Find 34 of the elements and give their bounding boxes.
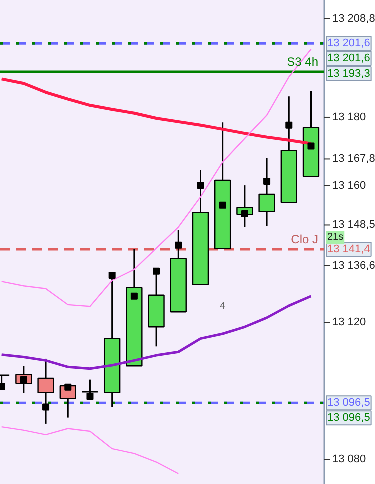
y-tick-label: 13 120 xyxy=(332,316,366,329)
candlestick xyxy=(38,358,54,425)
point xyxy=(308,142,315,150)
annotation: Clo J xyxy=(291,232,319,247)
point xyxy=(286,122,293,129)
ref-line-label: 13 096,5 xyxy=(328,412,370,424)
point xyxy=(264,178,271,185)
ref-line-label: 13 201,6 xyxy=(328,38,370,50)
annotation: S3 4h xyxy=(287,54,318,69)
point xyxy=(219,202,226,209)
y-tick-label: 13 180 xyxy=(332,111,366,124)
point xyxy=(153,268,160,275)
y-tick-label: 13 136,6 xyxy=(332,260,375,272)
point xyxy=(108,272,116,280)
ref-line-label: 13 141,4 xyxy=(328,244,370,256)
ref-line-label: 13 096,5 xyxy=(328,397,370,410)
candlestick xyxy=(258,157,276,228)
point xyxy=(197,182,204,190)
line-series xyxy=(1,426,180,474)
y-tick-label: 13 208,8 xyxy=(332,12,375,25)
point xyxy=(175,242,182,249)
y-tick-label: 13 160 xyxy=(332,180,366,192)
text: 21s xyxy=(328,232,344,243)
point xyxy=(86,393,94,400)
point xyxy=(64,384,72,391)
y-tick-label: 13 148,5 xyxy=(332,219,375,232)
ref-line-label: 13 193,3 xyxy=(328,68,370,80)
line-series xyxy=(0,295,312,370)
ref-line-label: 13 201,6 xyxy=(328,52,370,65)
annotation: 4 xyxy=(220,301,226,312)
point xyxy=(130,292,138,300)
y-tick-label: 13 167,8 xyxy=(332,153,375,166)
point xyxy=(42,404,50,411)
y-tick-label: 13 080 xyxy=(332,454,366,466)
